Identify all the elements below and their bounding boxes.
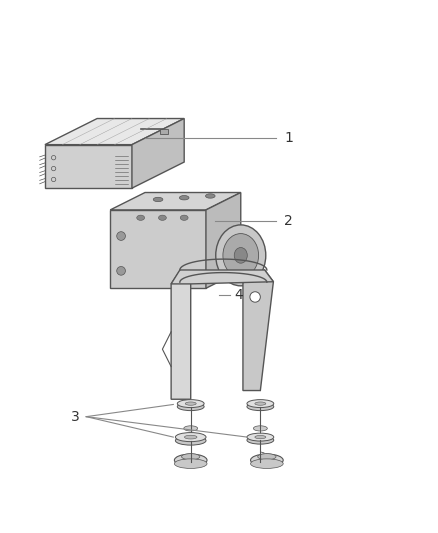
Ellipse shape: [205, 194, 215, 198]
Ellipse shape: [175, 436, 206, 445]
Ellipse shape: [177, 400, 204, 408]
Ellipse shape: [182, 454, 200, 460]
Ellipse shape: [184, 460, 198, 465]
Ellipse shape: [184, 435, 197, 439]
Polygon shape: [45, 118, 184, 144]
Ellipse shape: [184, 426, 198, 431]
Ellipse shape: [258, 454, 276, 460]
Ellipse shape: [251, 459, 283, 469]
Ellipse shape: [159, 215, 166, 220]
Polygon shape: [171, 271, 191, 399]
Ellipse shape: [255, 435, 266, 439]
Ellipse shape: [216, 225, 266, 286]
Polygon shape: [206, 192, 241, 288]
Ellipse shape: [175, 433, 206, 442]
Ellipse shape: [174, 459, 207, 469]
Ellipse shape: [223, 233, 258, 277]
Ellipse shape: [185, 402, 196, 405]
Ellipse shape: [253, 459, 267, 465]
Ellipse shape: [180, 215, 188, 220]
Ellipse shape: [174, 454, 207, 466]
Text: 3: 3: [71, 410, 80, 424]
Ellipse shape: [255, 402, 266, 405]
Ellipse shape: [247, 433, 274, 441]
Ellipse shape: [177, 402, 204, 410]
Text: 1: 1: [284, 131, 293, 145]
Bar: [160, 128, 168, 134]
Ellipse shape: [234, 247, 247, 263]
Ellipse shape: [247, 436, 274, 444]
Ellipse shape: [247, 402, 274, 410]
Polygon shape: [132, 118, 184, 188]
Ellipse shape: [251, 454, 283, 466]
Ellipse shape: [137, 215, 145, 220]
Polygon shape: [243, 270, 273, 391]
Polygon shape: [171, 270, 273, 284]
Polygon shape: [45, 144, 132, 188]
Text: 4: 4: [234, 288, 243, 302]
Ellipse shape: [153, 197, 163, 201]
Polygon shape: [110, 210, 206, 288]
Ellipse shape: [247, 400, 274, 408]
Polygon shape: [110, 192, 241, 210]
Ellipse shape: [253, 426, 267, 431]
Text: 2: 2: [284, 214, 293, 228]
Circle shape: [117, 266, 125, 275]
Circle shape: [117, 232, 125, 240]
Ellipse shape: [180, 196, 189, 200]
Circle shape: [250, 292, 260, 302]
